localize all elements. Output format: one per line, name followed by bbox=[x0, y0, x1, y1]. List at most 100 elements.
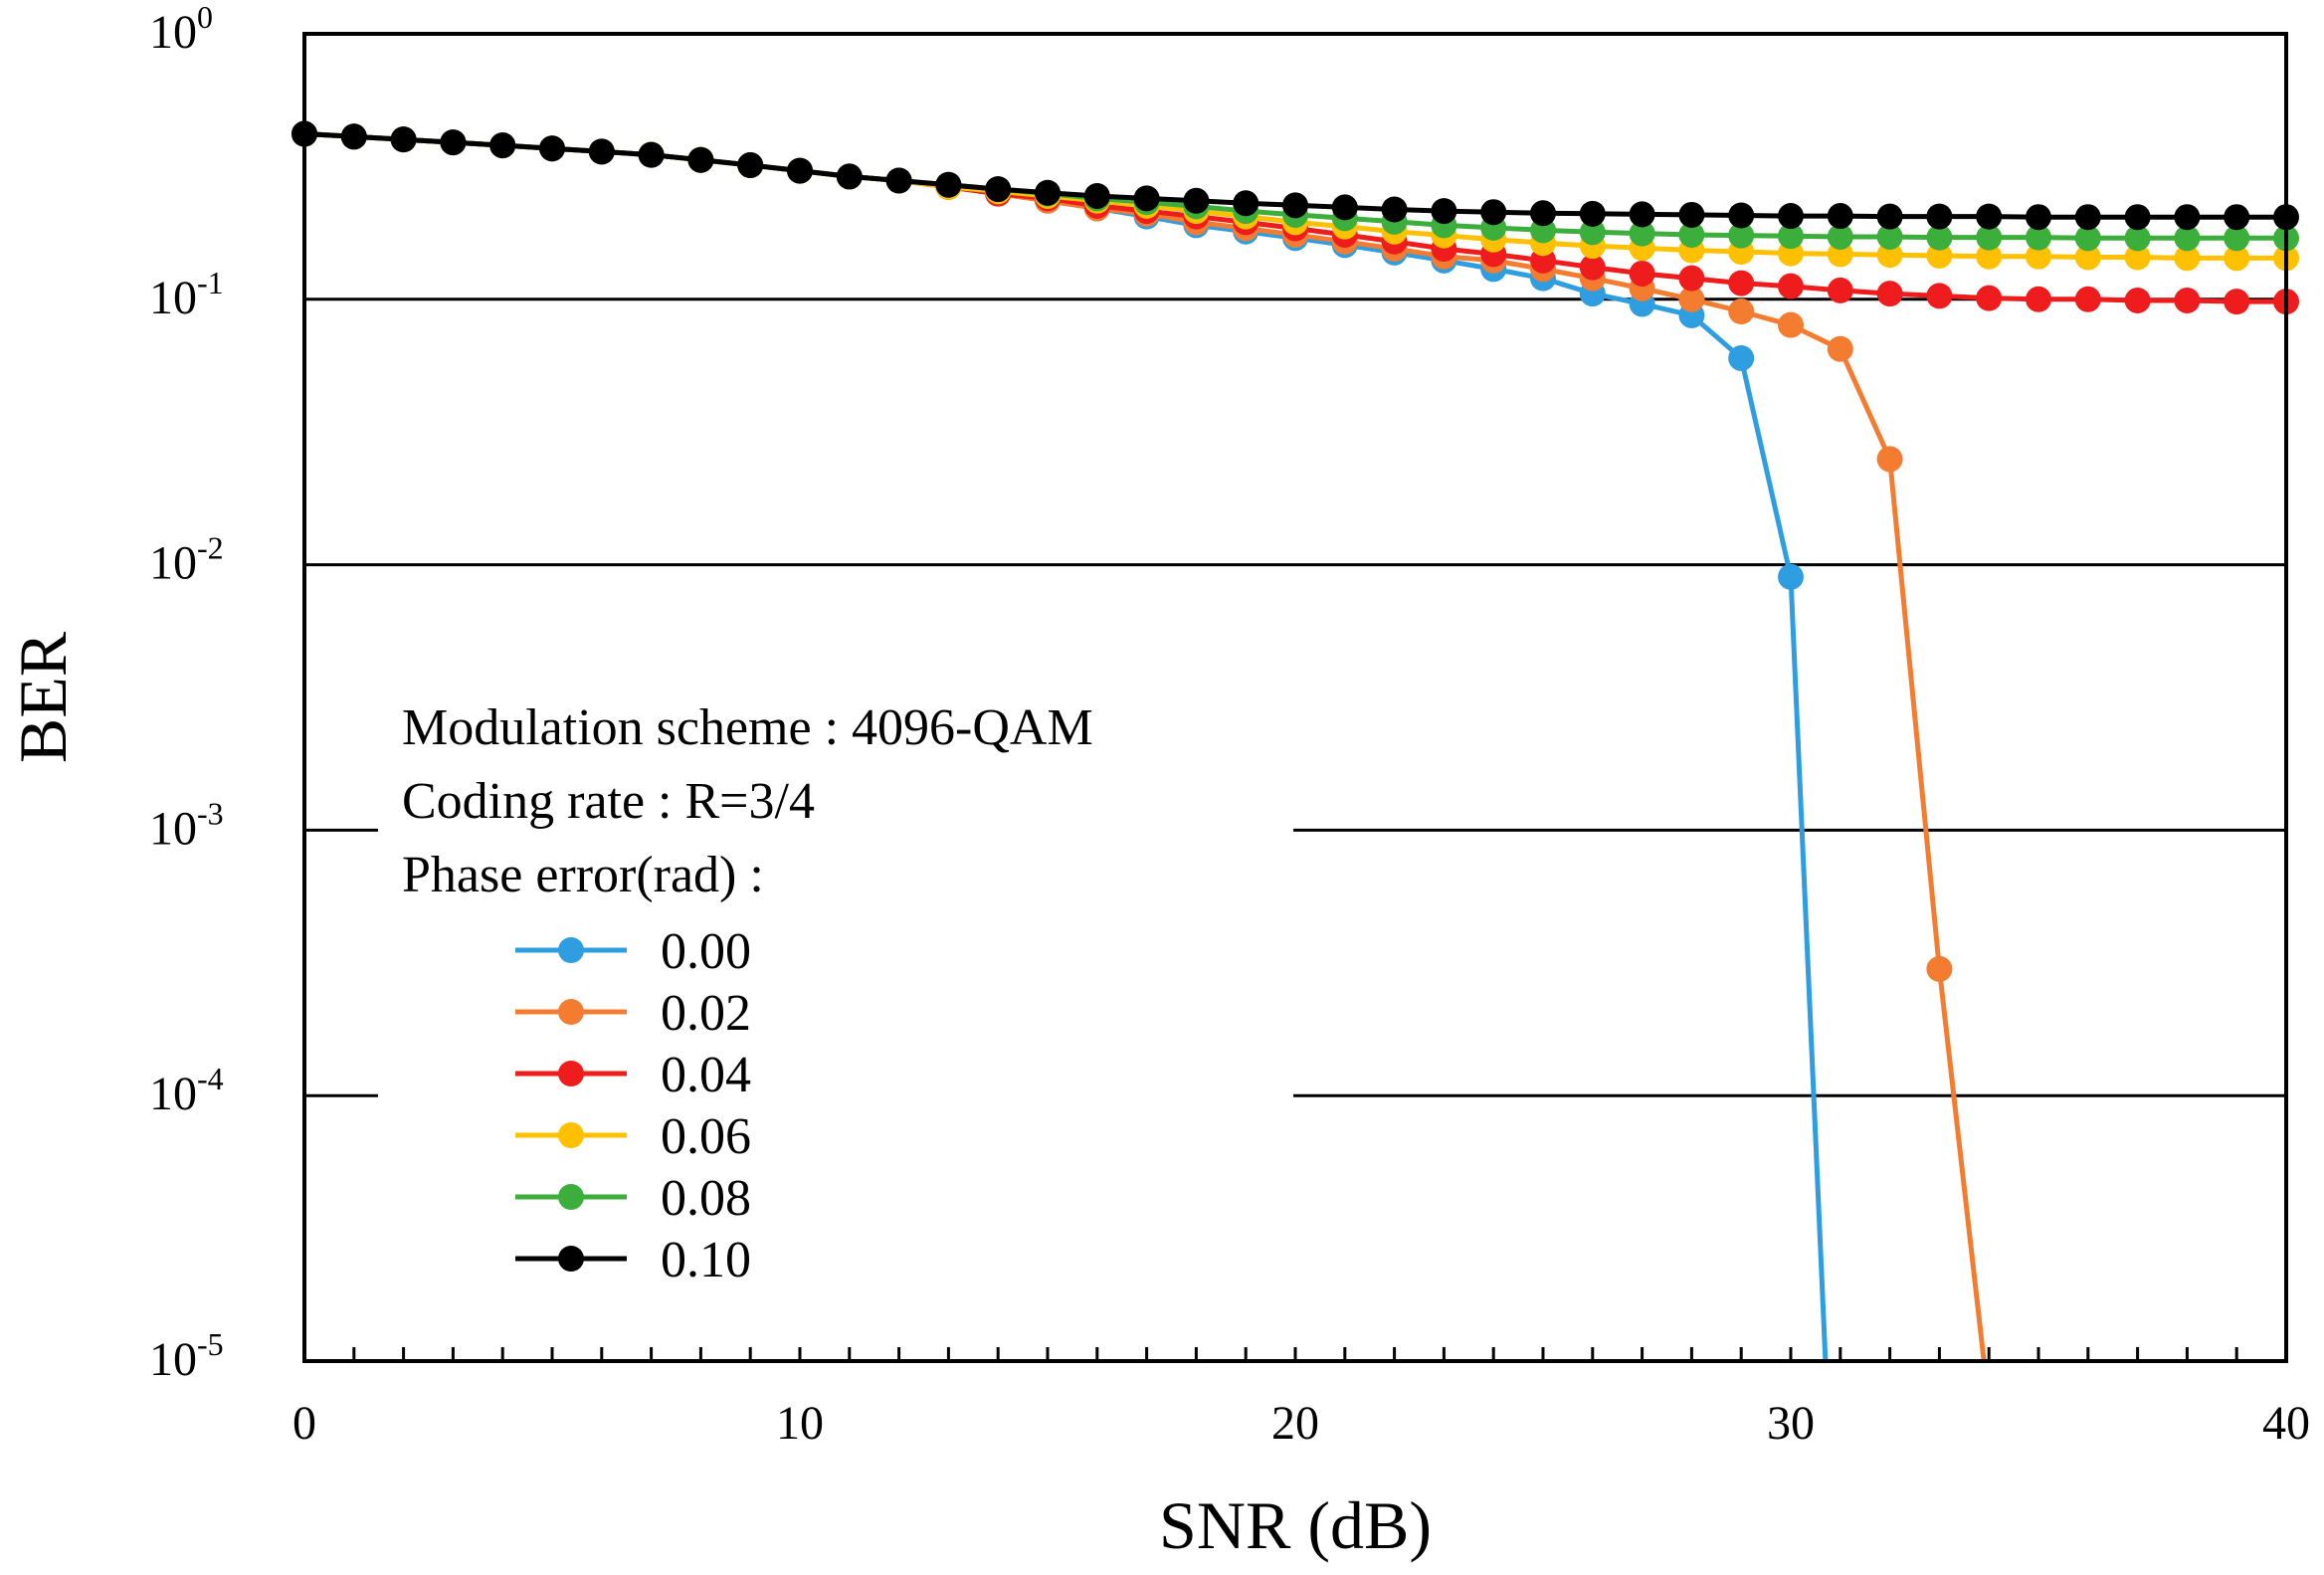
legend-label: 0.06 bbox=[661, 1108, 751, 1165]
data-point bbox=[1530, 200, 1556, 227]
data-point bbox=[340, 123, 367, 150]
data-point bbox=[1827, 335, 1853, 362]
data-point bbox=[1876, 281, 1903, 307]
data-point bbox=[1876, 203, 1903, 230]
data-point bbox=[1827, 203, 1853, 230]
legend-info-line: Coding rate : R=3/4 bbox=[402, 773, 815, 830]
y-tick-label: 10-4 bbox=[149, 1061, 224, 1120]
data-point bbox=[1629, 220, 1655, 247]
legend-entry: 0.04 bbox=[515, 1047, 751, 1103]
data-point bbox=[1926, 283, 1953, 309]
data-point bbox=[2174, 225, 2201, 252]
data-point bbox=[2224, 204, 2250, 231]
data-point bbox=[1926, 203, 1953, 230]
legend-entry: 0.08 bbox=[515, 1170, 751, 1227]
y-tick-label: 10-3 bbox=[149, 795, 224, 855]
legend-marker bbox=[558, 999, 584, 1025]
data-point bbox=[2174, 245, 2201, 272]
data-point bbox=[1976, 285, 2003, 311]
legend-entry: 0.06 bbox=[515, 1108, 751, 1165]
data-point bbox=[2124, 225, 2151, 252]
legend-label: 0.02 bbox=[661, 985, 751, 1042]
data-point bbox=[1976, 224, 2003, 251]
data-point bbox=[1282, 192, 1308, 219]
data-point bbox=[2224, 245, 2250, 272]
x-tick-label: 40 bbox=[2262, 1397, 2310, 1450]
data-point bbox=[1678, 201, 1705, 228]
data-point bbox=[489, 132, 516, 159]
legend-entry: 0.02 bbox=[515, 985, 751, 1042]
data-point bbox=[1331, 194, 1358, 221]
data-point bbox=[1083, 182, 1110, 209]
data-point bbox=[1579, 254, 1606, 281]
data-point bbox=[836, 163, 863, 190]
data-point bbox=[2224, 225, 2250, 252]
x-tick-labels: 0 10 20 30 40 bbox=[292, 1397, 2310, 1450]
data-point bbox=[1579, 219, 1606, 246]
data-point bbox=[737, 152, 764, 179]
data-point bbox=[1579, 200, 1606, 227]
data-point bbox=[1827, 277, 1853, 303]
data-point bbox=[2124, 204, 2151, 231]
data-point bbox=[1381, 196, 1408, 223]
legend-label: 0.08 bbox=[661, 1170, 751, 1227]
y-tick-labels: 100 10-1 10-2 10-3 10-4 10-5 bbox=[149, 0, 224, 1386]
data-point bbox=[2026, 243, 2051, 270]
data-point bbox=[1480, 199, 1507, 226]
axis-ticks bbox=[352, 1347, 2238, 1361]
data-point bbox=[1431, 198, 1457, 225]
data-point bbox=[1876, 242, 1903, 269]
legend-marker bbox=[558, 1061, 584, 1086]
data-point bbox=[539, 135, 565, 162]
data-point bbox=[1926, 242, 1953, 269]
data-point bbox=[2124, 244, 2151, 271]
data-point bbox=[2026, 224, 2051, 251]
data-point bbox=[1183, 187, 1210, 214]
data-point bbox=[1728, 344, 1755, 371]
series-group bbox=[291, 120, 2299, 1362]
data-point bbox=[1728, 202, 1755, 229]
data-point bbox=[1035, 179, 1061, 206]
y-tick-label: 10-2 bbox=[149, 530, 224, 590]
x-tick-label: 0 bbox=[292, 1397, 316, 1450]
x-tick-label: 10 bbox=[776, 1397, 824, 1450]
data-point bbox=[935, 171, 962, 198]
legend-marker bbox=[558, 1122, 584, 1148]
data-point bbox=[1233, 190, 1259, 217]
legend-label: 0.10 bbox=[661, 1232, 751, 1288]
data-point bbox=[1926, 224, 1953, 251]
legend-entry: 0.00 bbox=[515, 923, 751, 980]
legend-marker bbox=[558, 1246, 584, 1272]
data-point bbox=[1926, 955, 1953, 982]
data-point bbox=[1678, 286, 1705, 312]
data-point bbox=[1778, 273, 1804, 299]
data-point bbox=[1778, 563, 1804, 590]
legend-info-line: Modulation scheme : 4096-QAM bbox=[402, 699, 1093, 756]
legend-background bbox=[378, 687, 1293, 1283]
data-point bbox=[2174, 287, 2201, 313]
data-point bbox=[2074, 286, 2101, 312]
data-point bbox=[2174, 204, 2201, 231]
x-axis-title: SNR (dB) bbox=[1159, 1487, 1432, 1563]
data-point bbox=[1629, 260, 1655, 287]
data-point bbox=[1678, 221, 1705, 248]
data-point bbox=[1728, 222, 1755, 249]
legend-label: 0.04 bbox=[661, 1047, 751, 1103]
data-point bbox=[1728, 298, 1755, 325]
legend-marker bbox=[558, 1184, 584, 1210]
y-tick-label: 10-5 bbox=[149, 1326, 224, 1386]
data-point bbox=[1778, 203, 1804, 230]
legend-box bbox=[378, 687, 1293, 1283]
data-point bbox=[638, 141, 665, 168]
data-point bbox=[2074, 244, 2101, 271]
data-point bbox=[2074, 225, 2101, 252]
data-point bbox=[2026, 286, 2051, 312]
data-point bbox=[1678, 265, 1705, 292]
y-axis-title: BER bbox=[5, 631, 81, 763]
x-tick-label: 20 bbox=[1271, 1397, 1319, 1450]
data-point bbox=[390, 126, 417, 153]
data-point bbox=[1827, 223, 1853, 250]
legend-info-line: Phase error(rad) : bbox=[402, 847, 764, 903]
data-point bbox=[2124, 287, 2151, 313]
